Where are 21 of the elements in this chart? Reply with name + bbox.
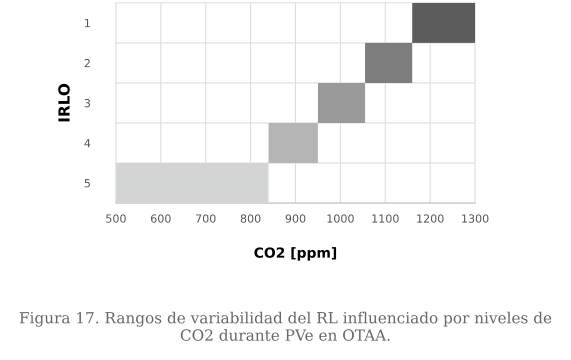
x-tick-label: 1000: [327, 214, 354, 223]
y-tick-label: 4: [84, 139, 90, 148]
y-tick-label: 1: [85, 19, 90, 28]
text: Figura 17. Rangos de variabilidad del RL influenciado por niveles de CO2 durante PVe en OTAA.: [20, 312, 552, 341]
y-tick-label: 2: [84, 58, 90, 68]
x-tick-label: 1200: [417, 214, 444, 223]
x-tick-label: 600: [150, 214, 171, 223]
x-tick-label: 500: [106, 214, 126, 223]
y-axis-title: IRLO: [58, 84, 70, 122]
y-tick-label: 3: [84, 98, 90, 108]
x-tick-label: 1300: [462, 214, 488, 223]
x-tick-label: 900: [286, 214, 306, 223]
bar: [268, 122, 318, 164]
x-tick-label: 1100: [372, 214, 399, 223]
y-tick-label: 5: [84, 179, 90, 188]
bar: [365, 42, 412, 83]
x-tick-label: 800: [240, 214, 260, 223]
x-axis-title: CO2 [ppm]: [254, 247, 336, 261]
bar: [412, 2, 476, 43]
x-tick-label: 700: [196, 214, 216, 223]
bar: [318, 82, 366, 123]
